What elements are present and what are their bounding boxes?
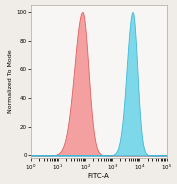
X-axis label: FITC-A: FITC-A bbox=[88, 173, 110, 179]
Y-axis label: Normalized To Mode: Normalized To Mode bbox=[8, 50, 13, 113]
